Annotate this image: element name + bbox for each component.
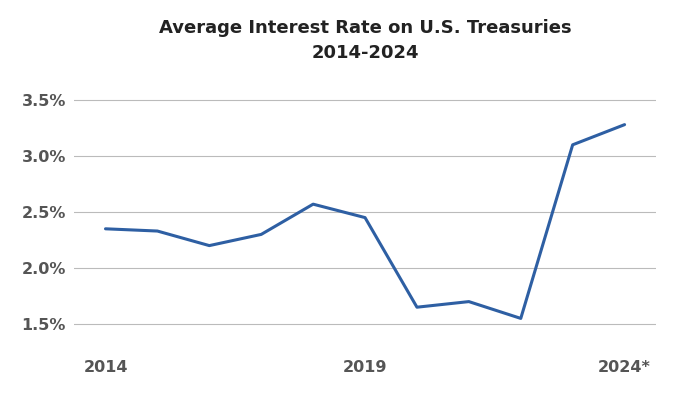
Title: Average Interest Rate on U.S. Treasuries
2014-2024: Average Interest Rate on U.S. Treasuries… [159,19,571,62]
